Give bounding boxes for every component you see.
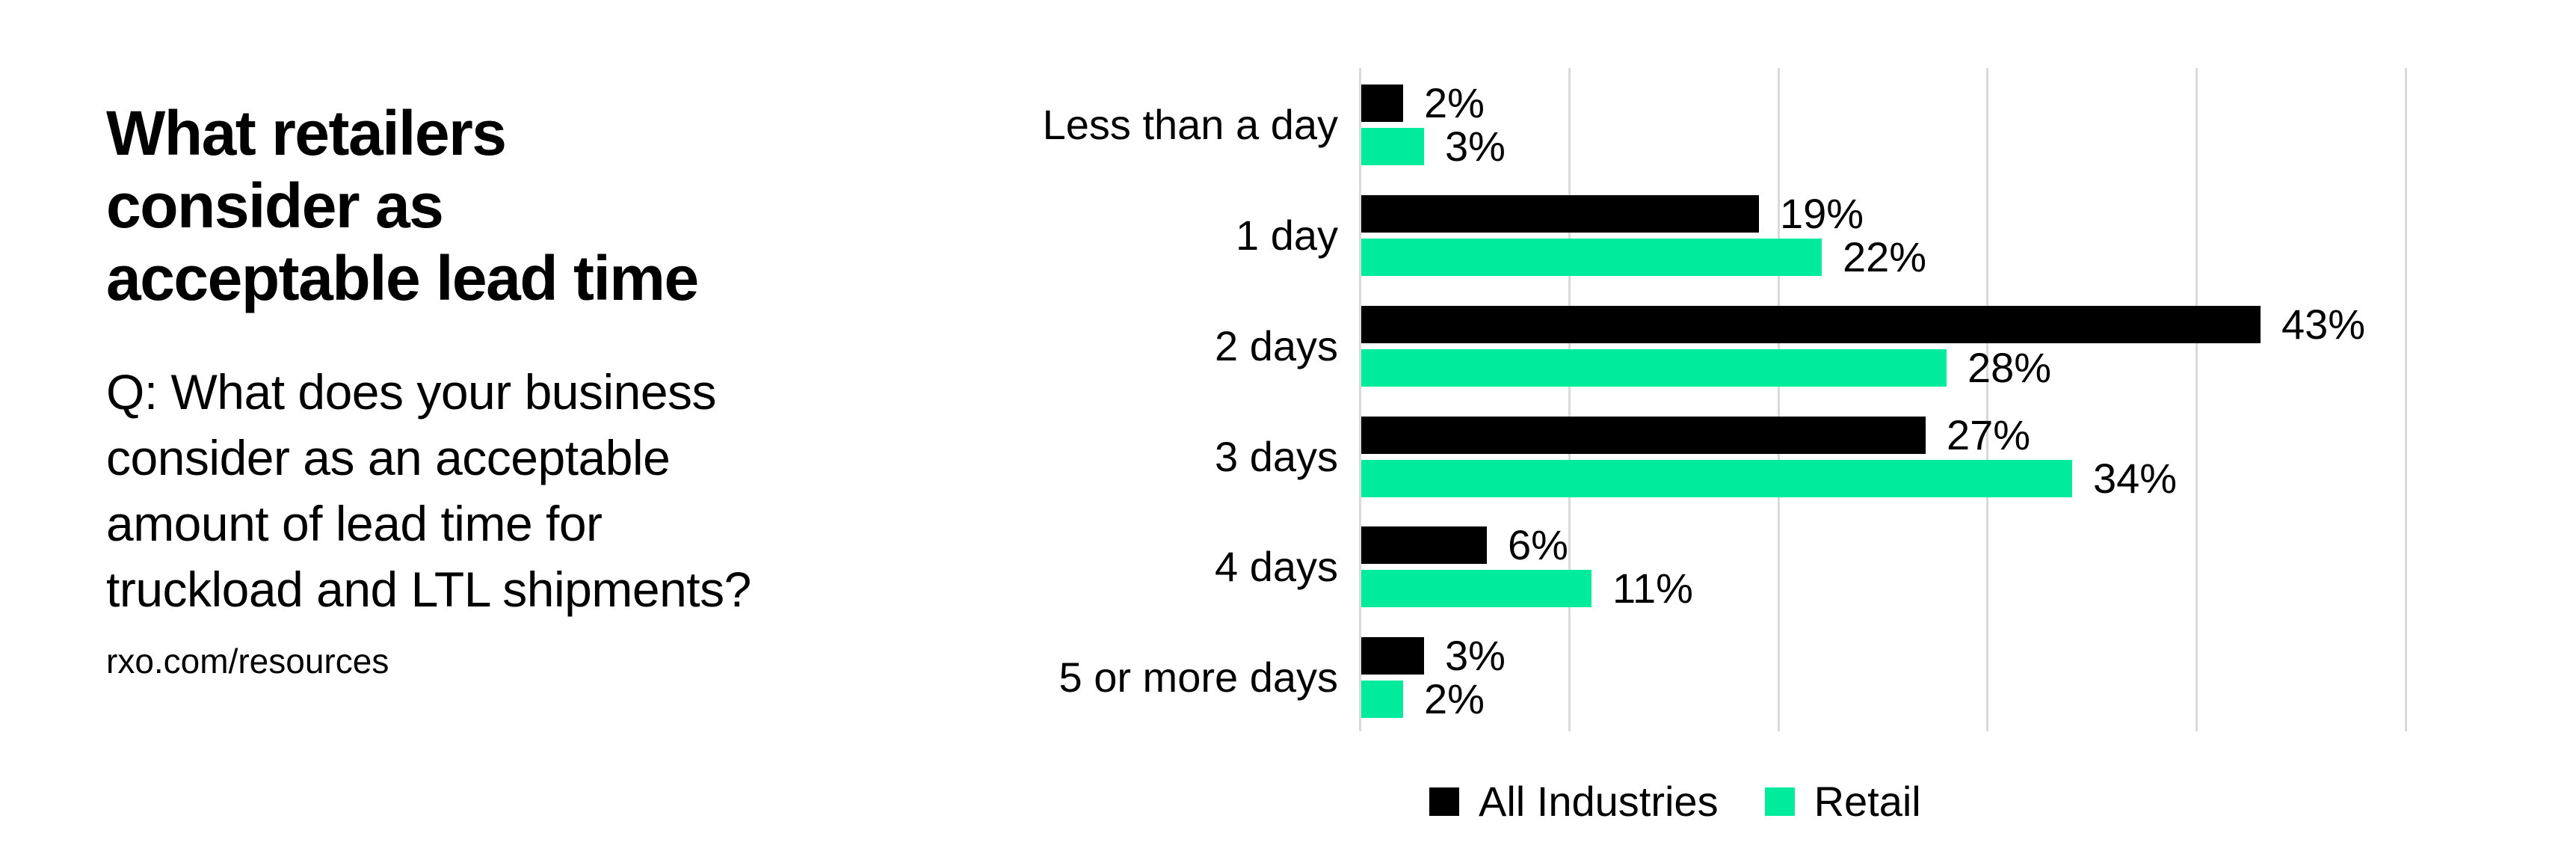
bar-all-industries <box>1361 306 2261 343</box>
category-label: 5 or more days <box>1059 654 1339 701</box>
legend-item: All Industries <box>1429 779 1719 824</box>
bar-all-industries <box>1361 195 1759 233</box>
value-label: 3% <box>1445 632 1506 679</box>
value-label: 27% <box>1947 411 2031 458</box>
value-label: 2% <box>1424 79 1485 126</box>
value-label: 22% <box>1843 233 1927 280</box>
bar-retail <box>1361 681 1403 718</box>
value-label: 28% <box>1968 344 2052 391</box>
legend-swatch-icon <box>1429 787 1459 816</box>
legend-swatch-icon <box>1764 787 1795 816</box>
value-label: 34% <box>2093 455 2178 502</box>
value-label: 19% <box>1780 190 1864 237</box>
chart-title: What retailers consider as acceptable le… <box>106 98 699 313</box>
gridline-50-pct <box>2405 68 2407 731</box>
category-label: 2 days <box>1215 322 1338 369</box>
bar-retail <box>1361 349 1947 387</box>
value-label: 3% <box>1445 123 1506 170</box>
bar-all-industries <box>1361 637 1424 675</box>
gridline-10-pct <box>1568 68 1571 731</box>
value-label: 11% <box>1612 565 1693 612</box>
chart-legend: All Industries Retail <box>1429 779 1921 824</box>
source-url: rxo.com/resources <box>106 642 389 681</box>
gridline-30-pct <box>1986 68 1989 731</box>
survey-question: Q: What does your business consider as a… <box>106 364 751 617</box>
value-label: 43% <box>2281 301 2366 348</box>
bar-retail <box>1361 460 2072 497</box>
legend-item: Retail <box>1764 778 1921 825</box>
bar-retail <box>1361 128 1424 165</box>
category-label: 4 days <box>1215 543 1338 590</box>
gridline-20-pct <box>1777 68 1780 731</box>
gridline-0-pct <box>1359 68 1361 731</box>
bar-all-industries <box>1361 417 1926 454</box>
value-label: 2% <box>1424 675 1485 722</box>
gridline-40-pct <box>2196 68 2198 731</box>
bar-retail <box>1361 570 1591 607</box>
bar-all-industries <box>1361 526 1487 564</box>
category-label: 1 day <box>1236 212 1338 259</box>
bar-all-industries <box>1361 85 1403 122</box>
category-label: Less than a day <box>1042 101 1338 148</box>
category-label: 3 days <box>1215 433 1338 480</box>
legend-label: All Industries <box>1479 778 1719 825</box>
bar-retail <box>1361 239 1822 276</box>
value-label: 6% <box>1508 521 1568 568</box>
legend-label: Retail <box>1814 778 1921 825</box>
